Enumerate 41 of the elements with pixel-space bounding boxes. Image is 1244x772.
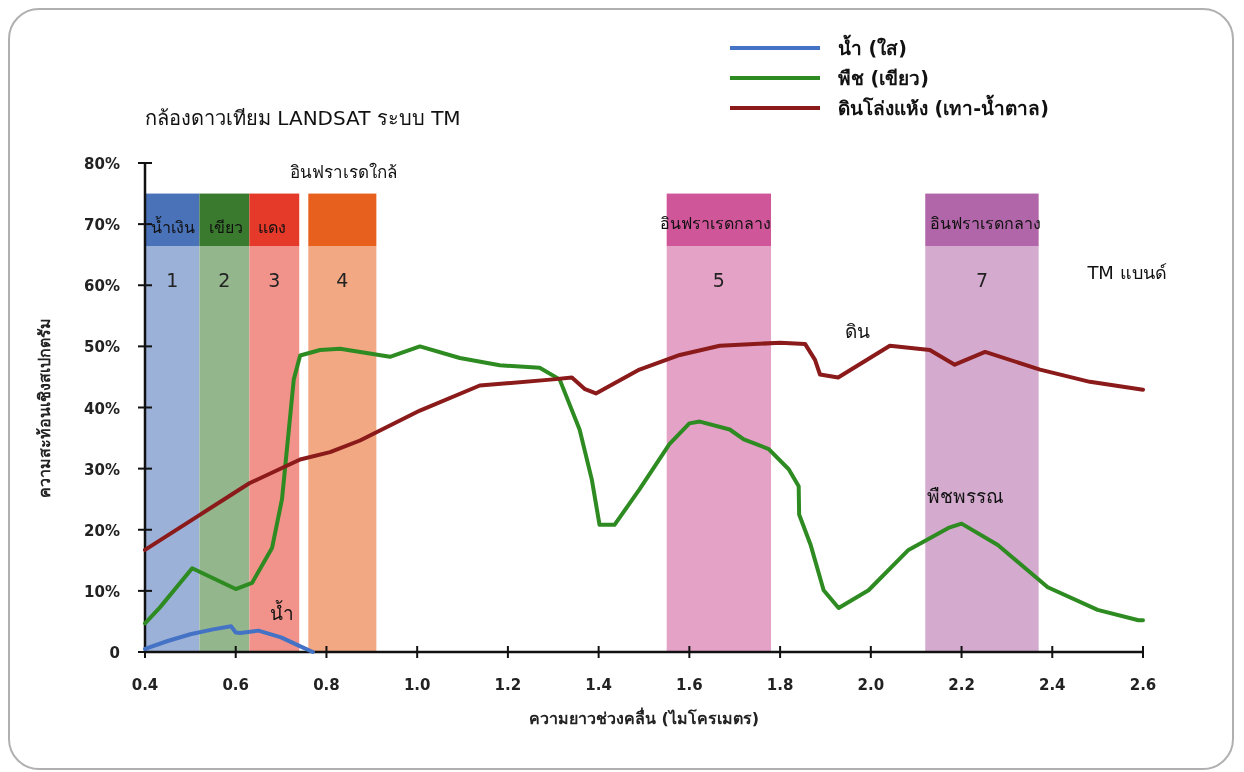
legend-label: น้ำ (ใส): [838, 34, 907, 59]
x-tick-label: 1.4: [585, 676, 612, 694]
x-tick-label: 0.8: [313, 676, 340, 694]
annotation: ดิน: [844, 320, 870, 342]
annotation: แดง: [258, 218, 286, 237]
band-label: 7: [975, 269, 989, 292]
y-tick-label: 10%: [84, 582, 120, 601]
band-label: 3: [268, 269, 281, 292]
x-tick-label: 1.2: [494, 676, 522, 694]
annotation: พืชพรรณ: [926, 485, 1004, 507]
annotation: น้ำ: [270, 600, 294, 624]
x-axis-title: ความยาวช่วงคลื่น (ไมโครเมตร): [528, 707, 760, 728]
x-tick-label: 0.6: [222, 676, 250, 694]
y-tick-label: 60%: [84, 277, 120, 296]
y-tick-label: 50%: [84, 338, 120, 357]
x-tick-label: 1.8: [766, 676, 794, 694]
x-tick-label: 2.4: [1038, 676, 1066, 694]
x-tick-label: 0.4: [131, 676, 159, 694]
x-tick-label: 2.0: [857, 676, 885, 694]
y-tick-label: 20%: [84, 521, 120, 540]
band-label: 4: [336, 269, 349, 292]
y-tick-label: 0: [109, 644, 120, 662]
annotation: อินฟราเรดใกล้: [289, 162, 397, 182]
band-label: 1: [166, 269, 179, 292]
band-label: 5: [712, 269, 725, 292]
legend-label: ดินโล่งแห้ง (เทา-น้ำตาล): [838, 94, 1049, 119]
y-tick-label: 80%: [84, 155, 120, 173]
legend-label: พืช (เขียว): [838, 67, 929, 89]
annotation: TM แบนด์: [1086, 262, 1167, 283]
y-tick-label: 30%: [84, 460, 120, 479]
chart-title: กล้องดาวเทียม LANDSAT ระบบ TM: [145, 106, 461, 130]
annotation: น้ำเงิน: [151, 216, 195, 237]
x-tick-label: 1.0: [403, 676, 431, 694]
x-tick-label: 2.6: [1129, 676, 1157, 694]
y-tick-label: 70%: [84, 216, 120, 235]
y-axis-title: ความสะท้อนเชิงสเปกตรัม: [35, 317, 54, 498]
y-tick-label: 40%: [84, 399, 120, 418]
x-tick-label: 1.6: [676, 676, 703, 694]
band-label: 2: [218, 269, 231, 292]
annotation: เขียว: [209, 218, 243, 237]
x-tick-label: 2.2: [948, 676, 975, 694]
